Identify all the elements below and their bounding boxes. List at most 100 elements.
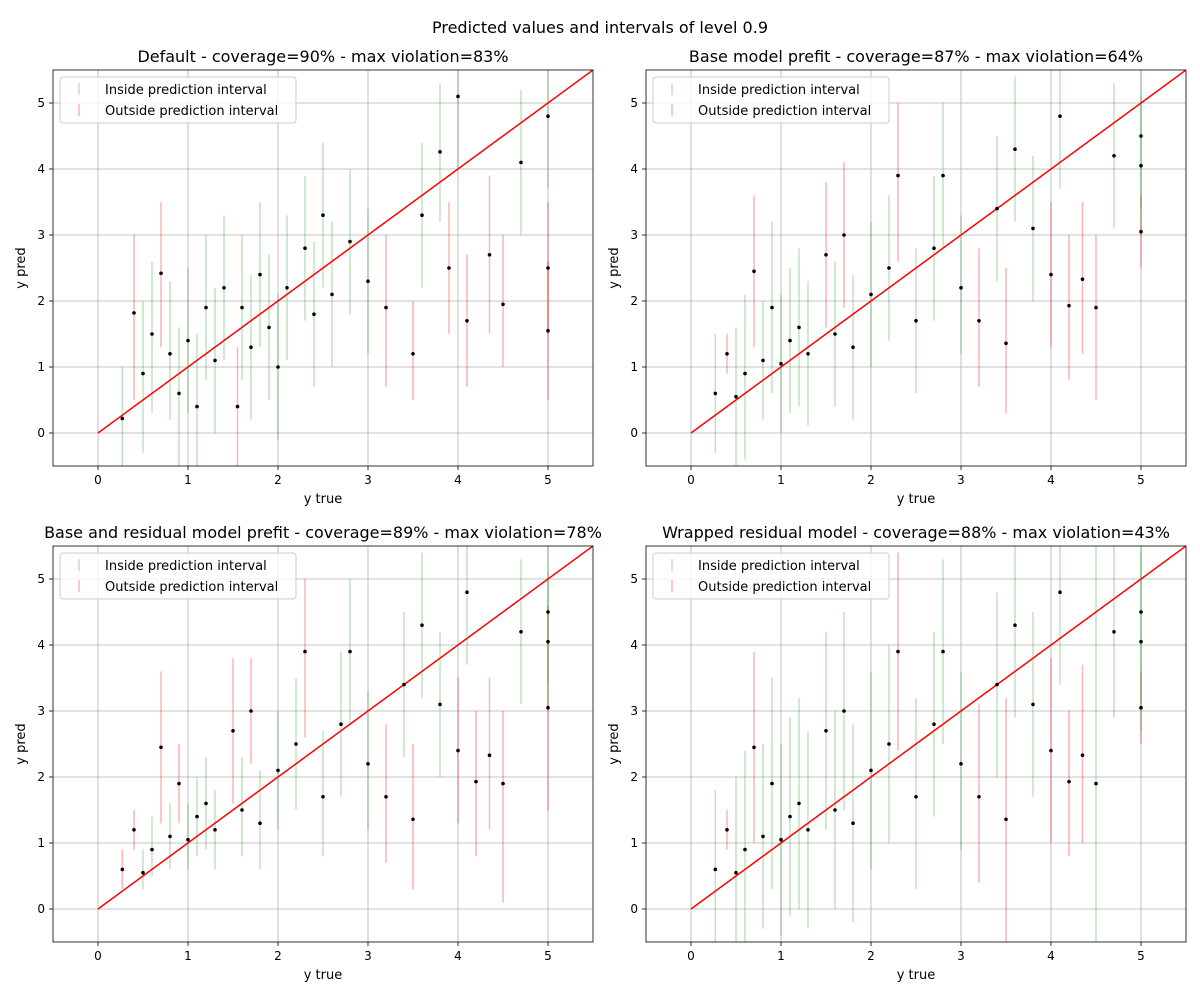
data-point	[366, 762, 370, 766]
data-point	[1139, 229, 1143, 234]
x-tick-label: 0	[94, 949, 102, 963]
y-tick-label: 5	[37, 96, 45, 110]
data-point	[743, 371, 747, 376]
y-axis-label: y pred	[14, 723, 29, 764]
data-point	[447, 266, 451, 270]
legend-box	[59, 76, 297, 124]
data-point	[1139, 639, 1143, 644]
subplot-4: 0 1 2 3 4 5 0 1 2 3 4 5 Wrapped residual model - cov…	[607, 523, 1187, 983]
y-tick-label: 5	[630, 96, 638, 110]
data-point	[896, 649, 900, 654]
data-point	[546, 705, 550, 710]
data-point	[546, 114, 550, 118]
axes-frame	[52, 69, 594, 467]
data-point	[402, 682, 406, 687]
figure-title: Predicted values and intervals of level …	[431, 18, 768, 37]
data-point	[887, 742, 891, 746]
data-point	[734, 870, 738, 875]
data-point	[222, 286, 226, 290]
y-tick-label: 0	[37, 426, 45, 440]
data-point	[977, 795, 981, 799]
legend-box	[652, 76, 890, 124]
data-point	[240, 808, 244, 812]
x-tick-label: 1	[184, 473, 192, 487]
data-point	[195, 814, 199, 819]
x-tick-label: 0	[687, 473, 695, 487]
subplot-1: 0 1 2 3 4 5 0 1 2 3 4 5 Default - coverage=90% - max…	[14, 47, 594, 507]
x-tick-label: 3	[364, 473, 372, 487]
data-point	[1139, 705, 1143, 710]
data-point	[932, 722, 936, 726]
data-point	[1031, 702, 1035, 707]
axes-frame	[645, 69, 1187, 467]
identity-line	[97, 546, 593, 910]
x-tick-label: 4	[454, 949, 462, 963]
data-point	[159, 745, 163, 750]
data-point	[204, 305, 208, 310]
identity-line	[97, 70, 593, 434]
data-point	[348, 239, 352, 244]
x-axis-label: y true	[897, 968, 936, 983]
data-point	[806, 352, 810, 356]
y-tick-label: 0	[630, 902, 638, 916]
data-point	[1013, 623, 1017, 627]
data-point	[1080, 753, 1085, 758]
data-point	[420, 623, 424, 627]
data-point	[411, 352, 415, 356]
data-point	[779, 837, 783, 842]
y-axis-label: y pred	[607, 723, 622, 764]
legend-outside-label: Outside prediction interval	[105, 580, 278, 595]
data-point	[1004, 817, 1008, 822]
data-point	[1112, 154, 1116, 158]
x-tick-label: 4	[1047, 949, 1055, 963]
data-point	[132, 311, 136, 315]
data-point	[725, 828, 729, 832]
data-point	[779, 361, 783, 366]
legend-outside-label: Outside prediction interval	[698, 104, 871, 119]
data-point	[1058, 590, 1062, 594]
subplot-title: Base and residual model prefit - coverag…	[44, 523, 602, 542]
data-point	[546, 266, 550, 270]
legend-inside-label: Inside prediction interval	[698, 559, 860, 574]
data-point	[1139, 610, 1143, 614]
data-point	[713, 391, 718, 396]
data-point	[1013, 147, 1017, 151]
data-point	[303, 649, 307, 654]
legend-outside-label: Outside prediction interval	[698, 580, 871, 595]
data-point	[132, 828, 136, 832]
data-point	[339, 722, 343, 726]
x-tick-label: 1	[777, 473, 785, 487]
data-point	[761, 358, 765, 363]
data-point	[474, 779, 478, 784]
y-tick-label: 2	[630, 770, 638, 784]
data-point	[519, 160, 523, 165]
data-point	[833, 332, 837, 336]
data-point	[932, 246, 936, 250]
data-point	[869, 292, 873, 297]
data-point	[120, 867, 125, 872]
y-tick-label: 3	[37, 228, 45, 242]
data-point	[438, 702, 442, 707]
x-tick-label: 3	[364, 949, 372, 963]
y-tick-label: 0	[37, 902, 45, 916]
data-point	[1139, 134, 1143, 138]
subplot-2: 0 1 2 3 4 5 0 1 2 3 4 5 Base model prefit - coverage…	[607, 47, 1187, 507]
data-point	[1031, 226, 1035, 231]
data-point	[384, 305, 388, 310]
x-tick-label: 3	[957, 949, 965, 963]
data-point	[941, 649, 945, 654]
data-point	[186, 837, 190, 842]
data-point	[366, 279, 370, 284]
legend-inside-label: Inside prediction interval	[698, 83, 860, 98]
y-tick-label: 2	[630, 294, 638, 308]
data-point	[959, 762, 963, 766]
data-point	[177, 391, 181, 396]
y-tick-label: 1	[37, 360, 45, 374]
data-point	[141, 870, 145, 875]
data-point	[276, 768, 280, 773]
data-point	[348, 649, 352, 654]
data-point	[141, 371, 145, 376]
data-point	[806, 828, 810, 832]
data-point	[546, 328, 550, 333]
